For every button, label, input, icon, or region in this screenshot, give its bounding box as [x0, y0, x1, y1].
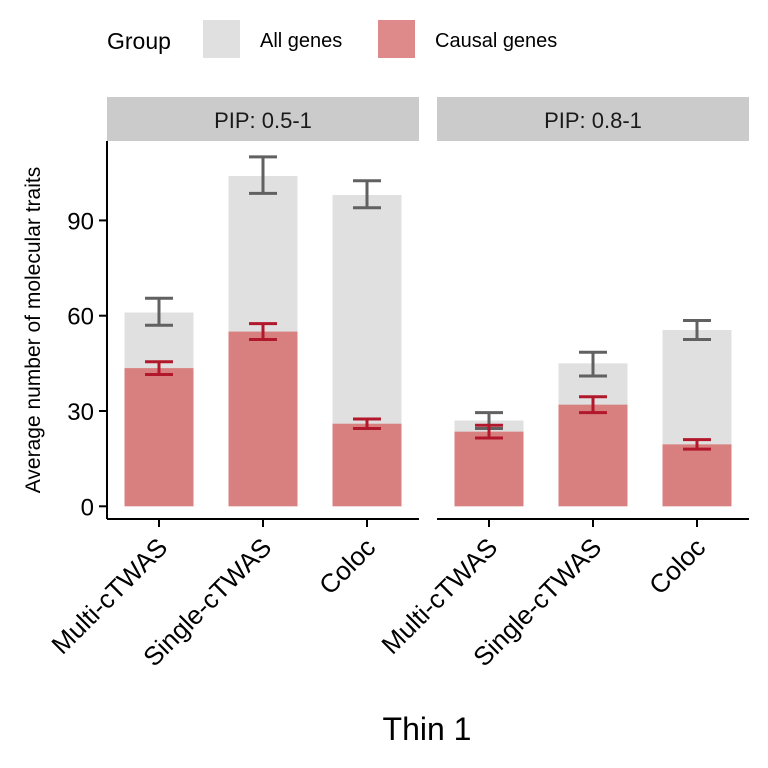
y-tick-label-30: 30: [67, 399, 94, 426]
panel-2-strip: [437, 97, 749, 141]
x-tick-label-coloc: Coloc: [643, 532, 711, 600]
legend: Group All genes Causal genes: [107, 20, 557, 58]
errorbar-all-genes-single-ctwas: [249, 155, 277, 195]
panel-2: PIP: 0.8-1: [437, 97, 749, 507]
errorbar-causal-genes-coloc: [683, 438, 711, 451]
errorbar-all-genes-coloc: [683, 318, 711, 342]
y-tick-label-60: 60: [67, 304, 94, 331]
x-axis-label: Thin 1: [383, 711, 472, 747]
legend-title: Group: [107, 28, 171, 54]
errorbar-causal-genes-coloc: [353, 417, 381, 430]
panel-2-strip-label: PIP: 0.8-1: [544, 108, 642, 133]
panel-1-strip-label: PIP: 0.5-1: [214, 108, 312, 133]
errorbar-causal-genes-single-ctwas: [249, 322, 277, 342]
bar-causal-genes-multi-ctwas: [454, 431, 524, 507]
panel-1-marks: [124, 155, 402, 507]
panel-2-marks: [454, 318, 732, 507]
errorbar-causal-genes-single-ctwas: [579, 395, 607, 415]
bar-causal-genes-single-ctwas: [558, 404, 628, 507]
bar-causal-genes-multi-ctwas: [124, 368, 194, 507]
legend-key-all-genes: [203, 20, 240, 58]
legend-key-causal-genes: [378, 20, 415, 58]
errorbar-all-genes-single-ctwas: [579, 350, 607, 378]
panel-1-strip: [107, 97, 419, 141]
legend-label-causal-genes: Causal genes: [435, 30, 557, 52]
bar-causal-genes-coloc: [332, 423, 402, 507]
x-tick-label-coloc: Coloc: [313, 532, 381, 600]
bar-causal-genes-coloc: [662, 444, 732, 507]
errorbar-causal-genes-multi-ctwas: [475, 423, 503, 440]
errorbar-all-genes-multi-ctwas: [145, 296, 173, 327]
bar-causal-genes-single-ctwas: [228, 331, 298, 507]
errorbar-all-genes-coloc: [353, 179, 381, 210]
legend-label-all-genes: All genes: [260, 30, 342, 52]
y-tick-label-0: 0: [81, 494, 94, 521]
errorbar-causal-genes-multi-ctwas: [145, 360, 173, 376]
panel-1: PIP: 0.5-1: [107, 97, 419, 507]
y-tick-label-90: 90: [67, 208, 94, 235]
y-axis-label: Average number of molecular traits: [22, 167, 45, 493]
y-axis: 0 30 60 90: [67, 141, 108, 521]
